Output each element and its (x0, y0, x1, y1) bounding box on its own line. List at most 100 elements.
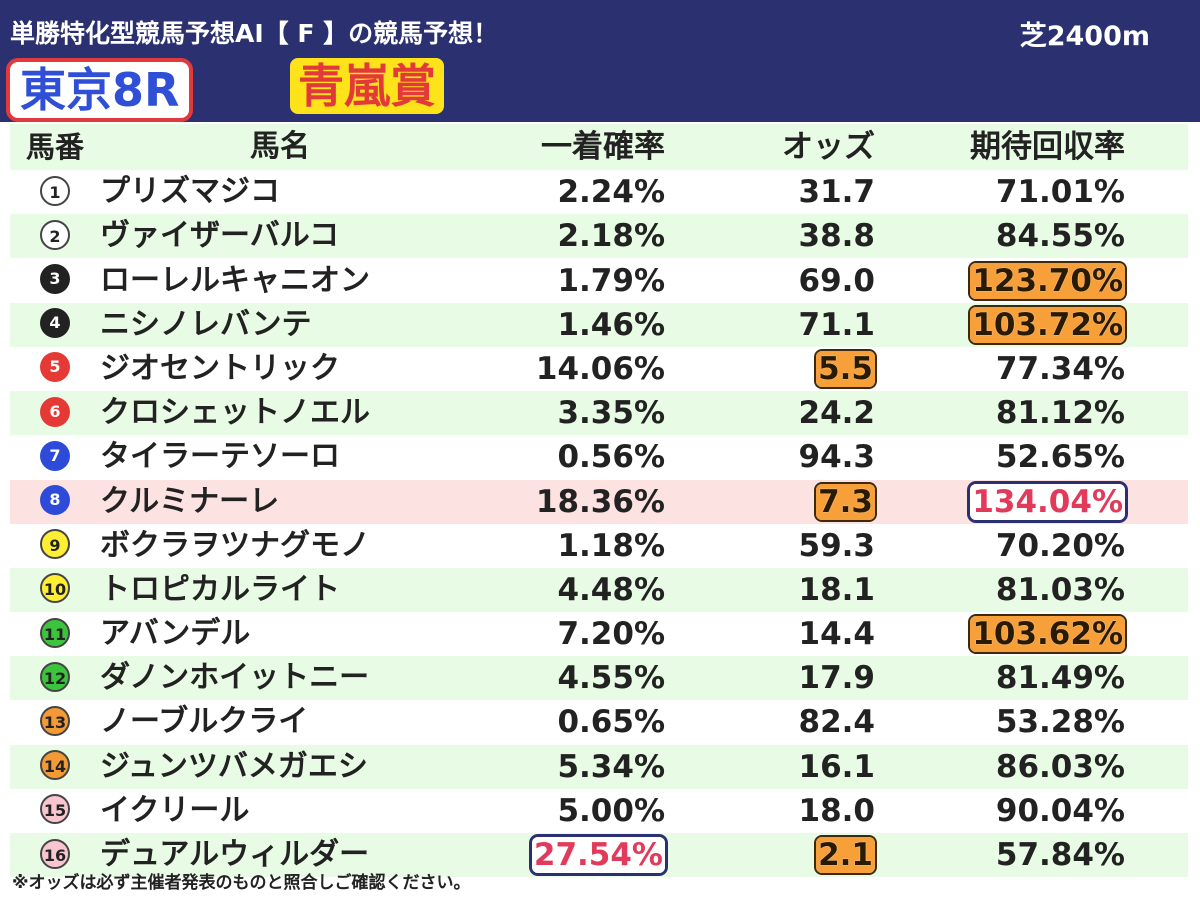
odds-text: 16.1 (798, 748, 876, 785)
horse-name: ローレルキャニオン (100, 259, 460, 303)
horse-name-text: ダノンホイットニー (100, 660, 370, 696)
horse-name-text: タイラーテソーロ (100, 439, 340, 475)
win-probability-text: 4.48% (557, 571, 665, 608)
horse-name-text: デュアルウィルダー (100, 837, 370, 872)
expected-return-text: 52.65% (995, 439, 1125, 476)
horse-number-badge: 5 (10, 347, 100, 391)
odds-text: 31.7 (798, 174, 876, 211)
expected-return-text: 81.49% (995, 660, 1125, 697)
expected-return: 81.49% (910, 656, 1125, 700)
odds: 17.9 (700, 656, 876, 700)
win-probability-text: 0.56% (557, 439, 665, 476)
win-probability-text: 2.18% (557, 218, 665, 255)
odds-text: 2.1 (816, 837, 875, 873)
horse-number-badge-text: 16 (40, 838, 70, 869)
table-row: 13 ノーブルクライ 0.65% 82.4 53.28% (10, 700, 1188, 745)
horse-name: ヴァイザーバルコ (100, 214, 460, 258)
table-header-row: 馬番 馬名 一着確率 オッズ 期待回収率 (10, 124, 1188, 170)
horse-name: ノーブルクライ (100, 700, 460, 744)
horse-name-text: ジオセントリック (100, 350, 340, 386)
expected-return: 103.72% (910, 303, 1125, 347)
expected-return-text: 57.84% (995, 837, 1125, 873)
expected-return: 81.03% (910, 568, 1125, 612)
odds: 24.2 (700, 391, 876, 435)
horse-name: イクリール (100, 789, 460, 833)
horse-number-badge-text: 3 (40, 264, 70, 295)
win-probability-text: 1.18% (557, 527, 665, 564)
table-row: 16 デュアルウィルダー 27.54% 2.1 57.84% (10, 833, 1188, 877)
horse-number-badge-text: 2 (40, 219, 70, 250)
odds-text: 17.9 (798, 660, 876, 697)
table-row: 8 クルミナーレ 18.36% 7.3 134.04% (10, 479, 1188, 524)
horse-name: ジュンツバメガエシ (100, 745, 460, 789)
horse-name-text: イクリール (100, 792, 250, 828)
expected-return-text: 70.20% (995, 527, 1125, 564)
win-probability: 4.48% (450, 568, 665, 612)
column-header-number: 馬番 (25, 130, 84, 164)
win-probability: 0.56% (450, 435, 665, 479)
table-row: 3 ローレルキャニオン 1.79% 69.0 123.70% (10, 258, 1188, 303)
win-probability-text: 5.34% (557, 748, 665, 785)
odds: 2.1 (700, 833, 875, 877)
win-probability-text: 2.24% (557, 174, 665, 211)
horse-number-badge: 16 (10, 833, 100, 877)
expected-return: 70.20% (910, 524, 1125, 568)
win-probability-text: 1.79% (557, 262, 665, 299)
odds: 5.5 (700, 347, 875, 391)
win-probability: 2.24% (450, 170, 665, 214)
expected-return-text: 71.01% (995, 174, 1125, 211)
table-row: 7 タイラーテソーロ 0.56% 94.3 52.65% (10, 435, 1188, 480)
column-header-name: 馬名 (250, 129, 310, 164)
odds: 18.1 (700, 568, 876, 612)
horse-name-text: プリズマジコ (100, 174, 280, 210)
horse-number-badge-text: 4 (40, 308, 70, 339)
horse-number-badge: 6 (10, 391, 100, 435)
horse-number-badge-text: 9 (40, 529, 70, 560)
expected-return-text: 84.55% (995, 218, 1125, 255)
horse-number-badge: 14 (10, 745, 100, 789)
win-probability: 18.36% (450, 480, 665, 524)
expected-return: 86.03% (910, 745, 1125, 789)
odds: 18.0 (700, 789, 876, 833)
horse-number-badge: 11 (10, 612, 100, 656)
horse-number-badge: 9 (10, 524, 100, 568)
horse-number-badge: 1 (10, 170, 100, 214)
odds-text: 5.5 (816, 350, 875, 387)
horse-number-badge-text: 14 (40, 750, 70, 781)
horse-name: ボクラヲツナグモノ (100, 524, 460, 568)
horse-number-badge: 13 (10, 700, 100, 744)
odds-text: 14.4 (798, 616, 876, 653)
odds: 71.1 (700, 303, 876, 347)
horse-number-badge: 10 (10, 568, 100, 612)
horse-name-text: アバンデル (100, 616, 251, 652)
odds: 31.7 (700, 170, 876, 214)
header-bar: 単勝特化型競馬予想AI【 F 】の競馬予想！ 芝2400m 東京8R 青嵐賞 (0, 0, 1200, 122)
odds: 7.3 (700, 480, 875, 524)
race-distance: 芝2400m (1019, 21, 1150, 52)
race-number: 東京8R (6, 58, 194, 122)
horse-name: プリズマジコ (100, 170, 460, 214)
horse-name: タイラーテソーロ (100, 435, 460, 479)
expected-return: 52.65% (910, 435, 1125, 479)
table-body: 1 プリズマジコ 2.24% 31.7 71.01% 2 ヴァイザーバルコ 2.18% 38.8… (10, 170, 1188, 877)
odds-text: 38.8 (798, 218, 876, 255)
odds-text: 59.3 (798, 527, 876, 564)
horse-number-badge-text: 12 (40, 661, 70, 692)
win-probability: 3.35% (450, 391, 665, 435)
expected-return: 123.70% (910, 259, 1125, 303)
expected-return-text: 86.03% (995, 748, 1125, 785)
win-probability: 27.54% (450, 833, 665, 877)
win-probability-text: 27.54% (531, 837, 665, 873)
odds: 59.3 (700, 524, 876, 568)
horse-number-badge-text: 6 (40, 396, 70, 427)
horse-name-text: クロシェットノエル (100, 395, 370, 431)
race-name: 青嵐賞 (290, 58, 444, 114)
horse-number-badge: 15 (10, 789, 100, 833)
horse-number-badge: 12 (10, 656, 100, 700)
win-probability: 0.65% (450, 700, 665, 744)
odds-text: 94.3 (798, 439, 876, 476)
horse-name: ジオセントリック (100, 347, 460, 391)
table-row: 11 アバンデル 7.20% 14.4 103.62% (10, 612, 1188, 657)
horse-name-text: トロピカルライト (100, 571, 340, 607)
expected-return: 90.04% (910, 789, 1125, 833)
